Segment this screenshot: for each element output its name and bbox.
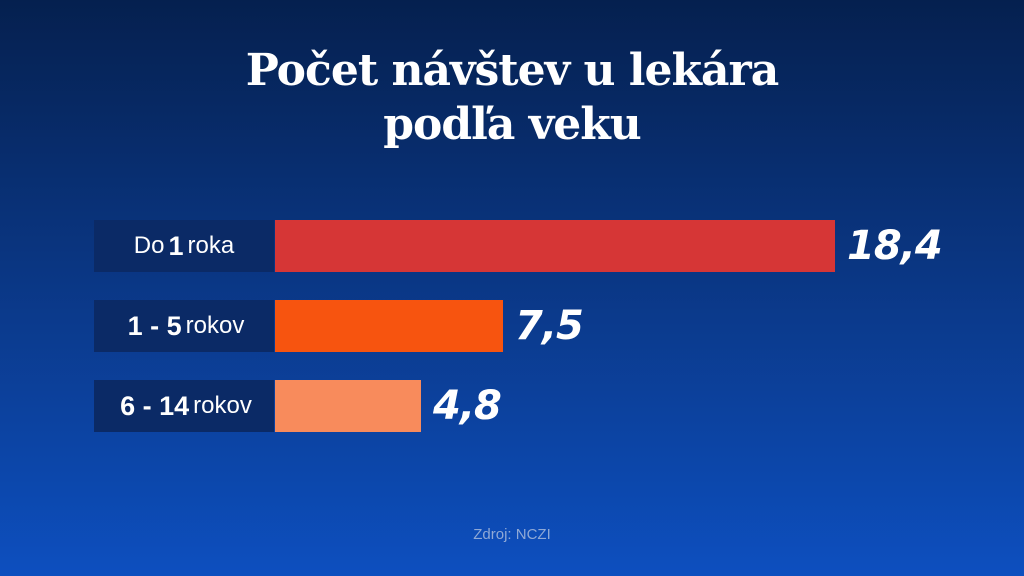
category-label-1: Do 1 roka: [94, 220, 274, 272]
chart-title: Počet návštev u lekára podľa veku: [0, 44, 1024, 152]
category-label-prefix: Do: [133, 232, 165, 259]
title-line-2: podľa veku: [383, 99, 641, 150]
category-label-unit: rokov: [185, 312, 245, 339]
bar-1: [275, 220, 835, 272]
source-note: Zdroj: NCZI: [473, 526, 551, 543]
bar-2: [275, 300, 503, 352]
bar-3: [275, 380, 421, 432]
value-label-2: 7,5: [515, 303, 584, 349]
title-line-1: Počet návštev u lekára: [245, 45, 779, 96]
category-label-3: 6 - 14 rokov: [94, 380, 274, 432]
value-label-1: 18,4: [847, 223, 943, 269]
category-label-number: 1 - 5: [127, 310, 182, 341]
category-label-unit: rokov: [193, 392, 252, 419]
category-label-number: 1: [168, 230, 184, 261]
value-label-3: 4,8: [433, 383, 502, 429]
category-label-unit: roka: [187, 232, 235, 259]
category-label-2: 1 - 5 rokov: [94, 300, 274, 352]
category-label-number: 6 - 14: [120, 390, 190, 421]
